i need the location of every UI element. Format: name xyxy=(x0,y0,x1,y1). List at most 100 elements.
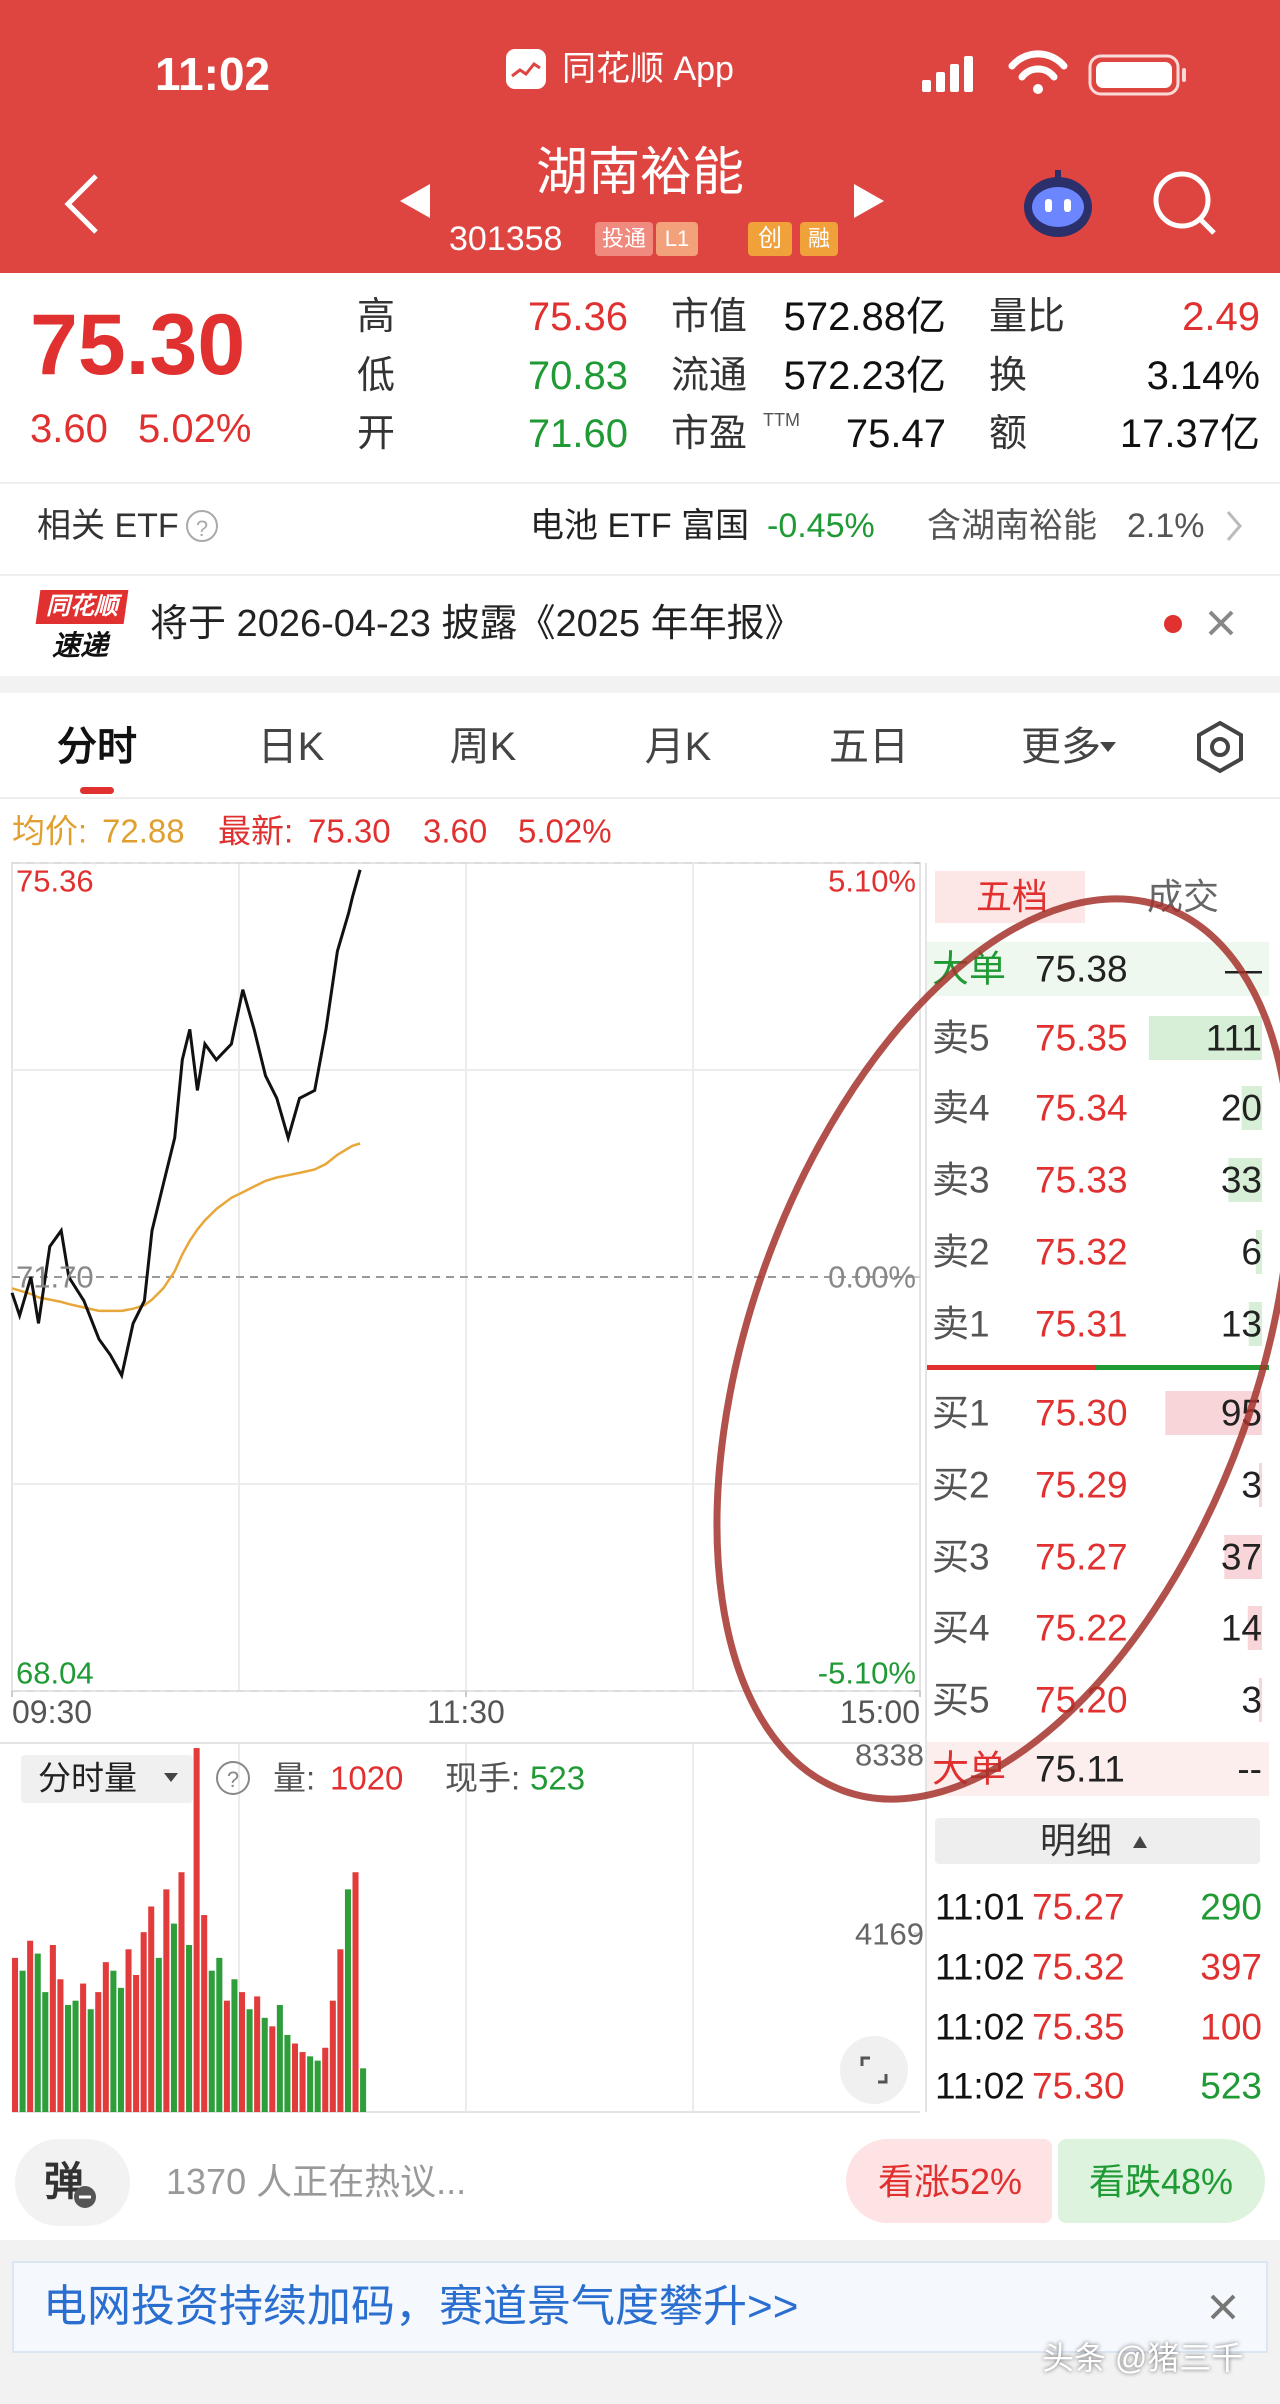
volume-bar xyxy=(95,1992,102,2112)
trade-qty: 100 xyxy=(1200,2006,1262,2048)
volume-bar xyxy=(186,1945,193,2112)
unread-dot xyxy=(1164,615,1182,633)
volume-bar xyxy=(163,1889,170,2112)
robot-icon[interactable] xyxy=(1024,170,1092,237)
chart-tab[interactable]: 更多 xyxy=(1021,725,1101,769)
logo-text: 同花顺 xyxy=(46,593,118,620)
volume-bar xyxy=(42,1992,49,2112)
volume-bar xyxy=(360,2068,367,2112)
volume-bar xyxy=(49,1945,56,2112)
back-button[interactable] xyxy=(64,174,98,234)
stat-label: 量比 xyxy=(989,296,1066,338)
volume-bar xyxy=(246,2009,253,2112)
chart-tab[interactable]: 周K xyxy=(449,725,517,769)
volume-bar xyxy=(254,1996,261,2112)
volume-bar xyxy=(133,1974,140,2112)
bearish-button[interactable] xyxy=(1058,2139,1265,2223)
detail-title[interactable]: 明细 xyxy=(1039,1820,1113,1861)
volume-bar xyxy=(125,1949,132,2112)
etf-holding-label: 含湖南裕能 xyxy=(927,507,1097,545)
volume-bar xyxy=(261,2017,268,2112)
notice-text[interactable]: 将于 2026-04-23 披露《2025 年年报》 xyxy=(150,603,803,645)
stock-tag: 创 xyxy=(758,225,782,252)
next-stock[interactable] xyxy=(854,184,884,218)
search-button[interactable] xyxy=(1153,171,1216,235)
divider xyxy=(0,482,1280,484)
stat-value: 71.60 xyxy=(527,412,628,456)
volume-bar xyxy=(337,1949,344,2112)
tag-bg xyxy=(595,222,653,256)
price-line xyxy=(10,869,362,1380)
trade-qty: 290 xyxy=(1200,1886,1262,1928)
stat-value: 75.36 xyxy=(527,295,628,339)
stat-value: 17.37亿 xyxy=(1119,412,1260,456)
change-value: 3.60 xyxy=(423,812,488,850)
volume-bar xyxy=(284,2034,291,2112)
x-tick-label: 09:30 xyxy=(12,1694,93,1730)
chart-tab[interactable]: 分时 xyxy=(57,725,137,769)
tab-underline xyxy=(80,787,114,794)
help-icon[interactable] xyxy=(186,510,218,542)
discussion-count[interactable]: 1370 人正在热议... xyxy=(166,2161,467,2202)
banner-text[interactable]: 电网投资持续加码，赛道景气度攀升>> xyxy=(43,2282,799,2331)
stat-label: 低 xyxy=(357,355,396,397)
price-change: 3.60 xyxy=(30,407,108,451)
volume-bar xyxy=(231,1979,238,2112)
detail-header[interactable] xyxy=(935,1818,1260,1864)
last-value: 75.30 xyxy=(308,812,391,850)
volume-selector[interactable] xyxy=(21,1755,193,1803)
svg-text:?: ? xyxy=(227,1767,239,1792)
danmu-button[interactable] xyxy=(15,2139,130,2226)
banner-box[interactable] xyxy=(12,2261,1268,2353)
volume-bar xyxy=(34,1953,41,2112)
logo-text: 速递 xyxy=(51,630,109,661)
volume-tick-label: 4169 xyxy=(855,1916,924,1951)
clock: 11:02 xyxy=(155,48,271,100)
volume-bar xyxy=(239,1992,246,2112)
trade-qty: 397 xyxy=(1200,1946,1262,1988)
volume-bar xyxy=(178,1872,185,2112)
etf-arrow[interactable] xyxy=(1226,511,1242,541)
volume-bar xyxy=(110,1970,117,2112)
app-icon xyxy=(506,49,546,89)
svg-text:?: ? xyxy=(196,516,208,541)
divider xyxy=(0,574,1280,576)
chart-tab[interactable]: 日K xyxy=(257,725,325,769)
volume-bar xyxy=(140,1932,147,2112)
expand-button[interactable] xyxy=(840,2036,908,2104)
selector-arrow[interactable] xyxy=(164,1773,178,1782)
bullish-button[interactable] xyxy=(846,2139,1052,2223)
volume-bar xyxy=(170,1923,177,2112)
stat-value: 572.88亿 xyxy=(783,295,946,339)
y-tick-label: 68.04 xyxy=(16,1655,94,1691)
app-name: 同花顺 App xyxy=(562,50,734,88)
stat-label: 市盈 xyxy=(671,413,748,455)
etf-name[interactable]: 电池 ETF 富国 xyxy=(530,507,750,545)
tag-bg xyxy=(656,222,698,256)
bullish-label[interactable]: 看涨52% xyxy=(877,2161,1023,2202)
bearish-label[interactable]: 看跌48% xyxy=(1088,2161,1234,2202)
volume-selector-label[interactable]: 分时量 xyxy=(38,1759,137,1797)
chart-tab[interactable]: 月K xyxy=(644,725,712,769)
more-arrow[interactable] xyxy=(1100,742,1116,752)
close-notice[interactable] xyxy=(1208,610,1234,636)
help-icon[interactable] xyxy=(216,1761,250,1795)
prev-stock[interactable] xyxy=(400,184,430,218)
volume-bar xyxy=(291,2043,299,2112)
stock-code: 301358 xyxy=(449,220,563,258)
y2-tick-label: 5.10% xyxy=(828,863,916,899)
price-change-pct: 5.02% xyxy=(138,407,252,451)
volume-bar xyxy=(19,1970,26,2112)
stat-value: 3.14% xyxy=(1146,354,1260,398)
settings-button[interactable] xyxy=(1197,720,1243,774)
volume-bar xyxy=(223,2000,230,2112)
close-banner[interactable] xyxy=(1210,2294,1236,2320)
volume-bar xyxy=(201,1915,208,2112)
volume-bar xyxy=(322,2047,329,2112)
detail-arrow[interactable] xyxy=(1133,1836,1147,1848)
notice-logo xyxy=(35,590,129,662)
chart-tab[interactable]: 五日 xyxy=(829,725,909,769)
volume-bar xyxy=(102,1962,109,2112)
